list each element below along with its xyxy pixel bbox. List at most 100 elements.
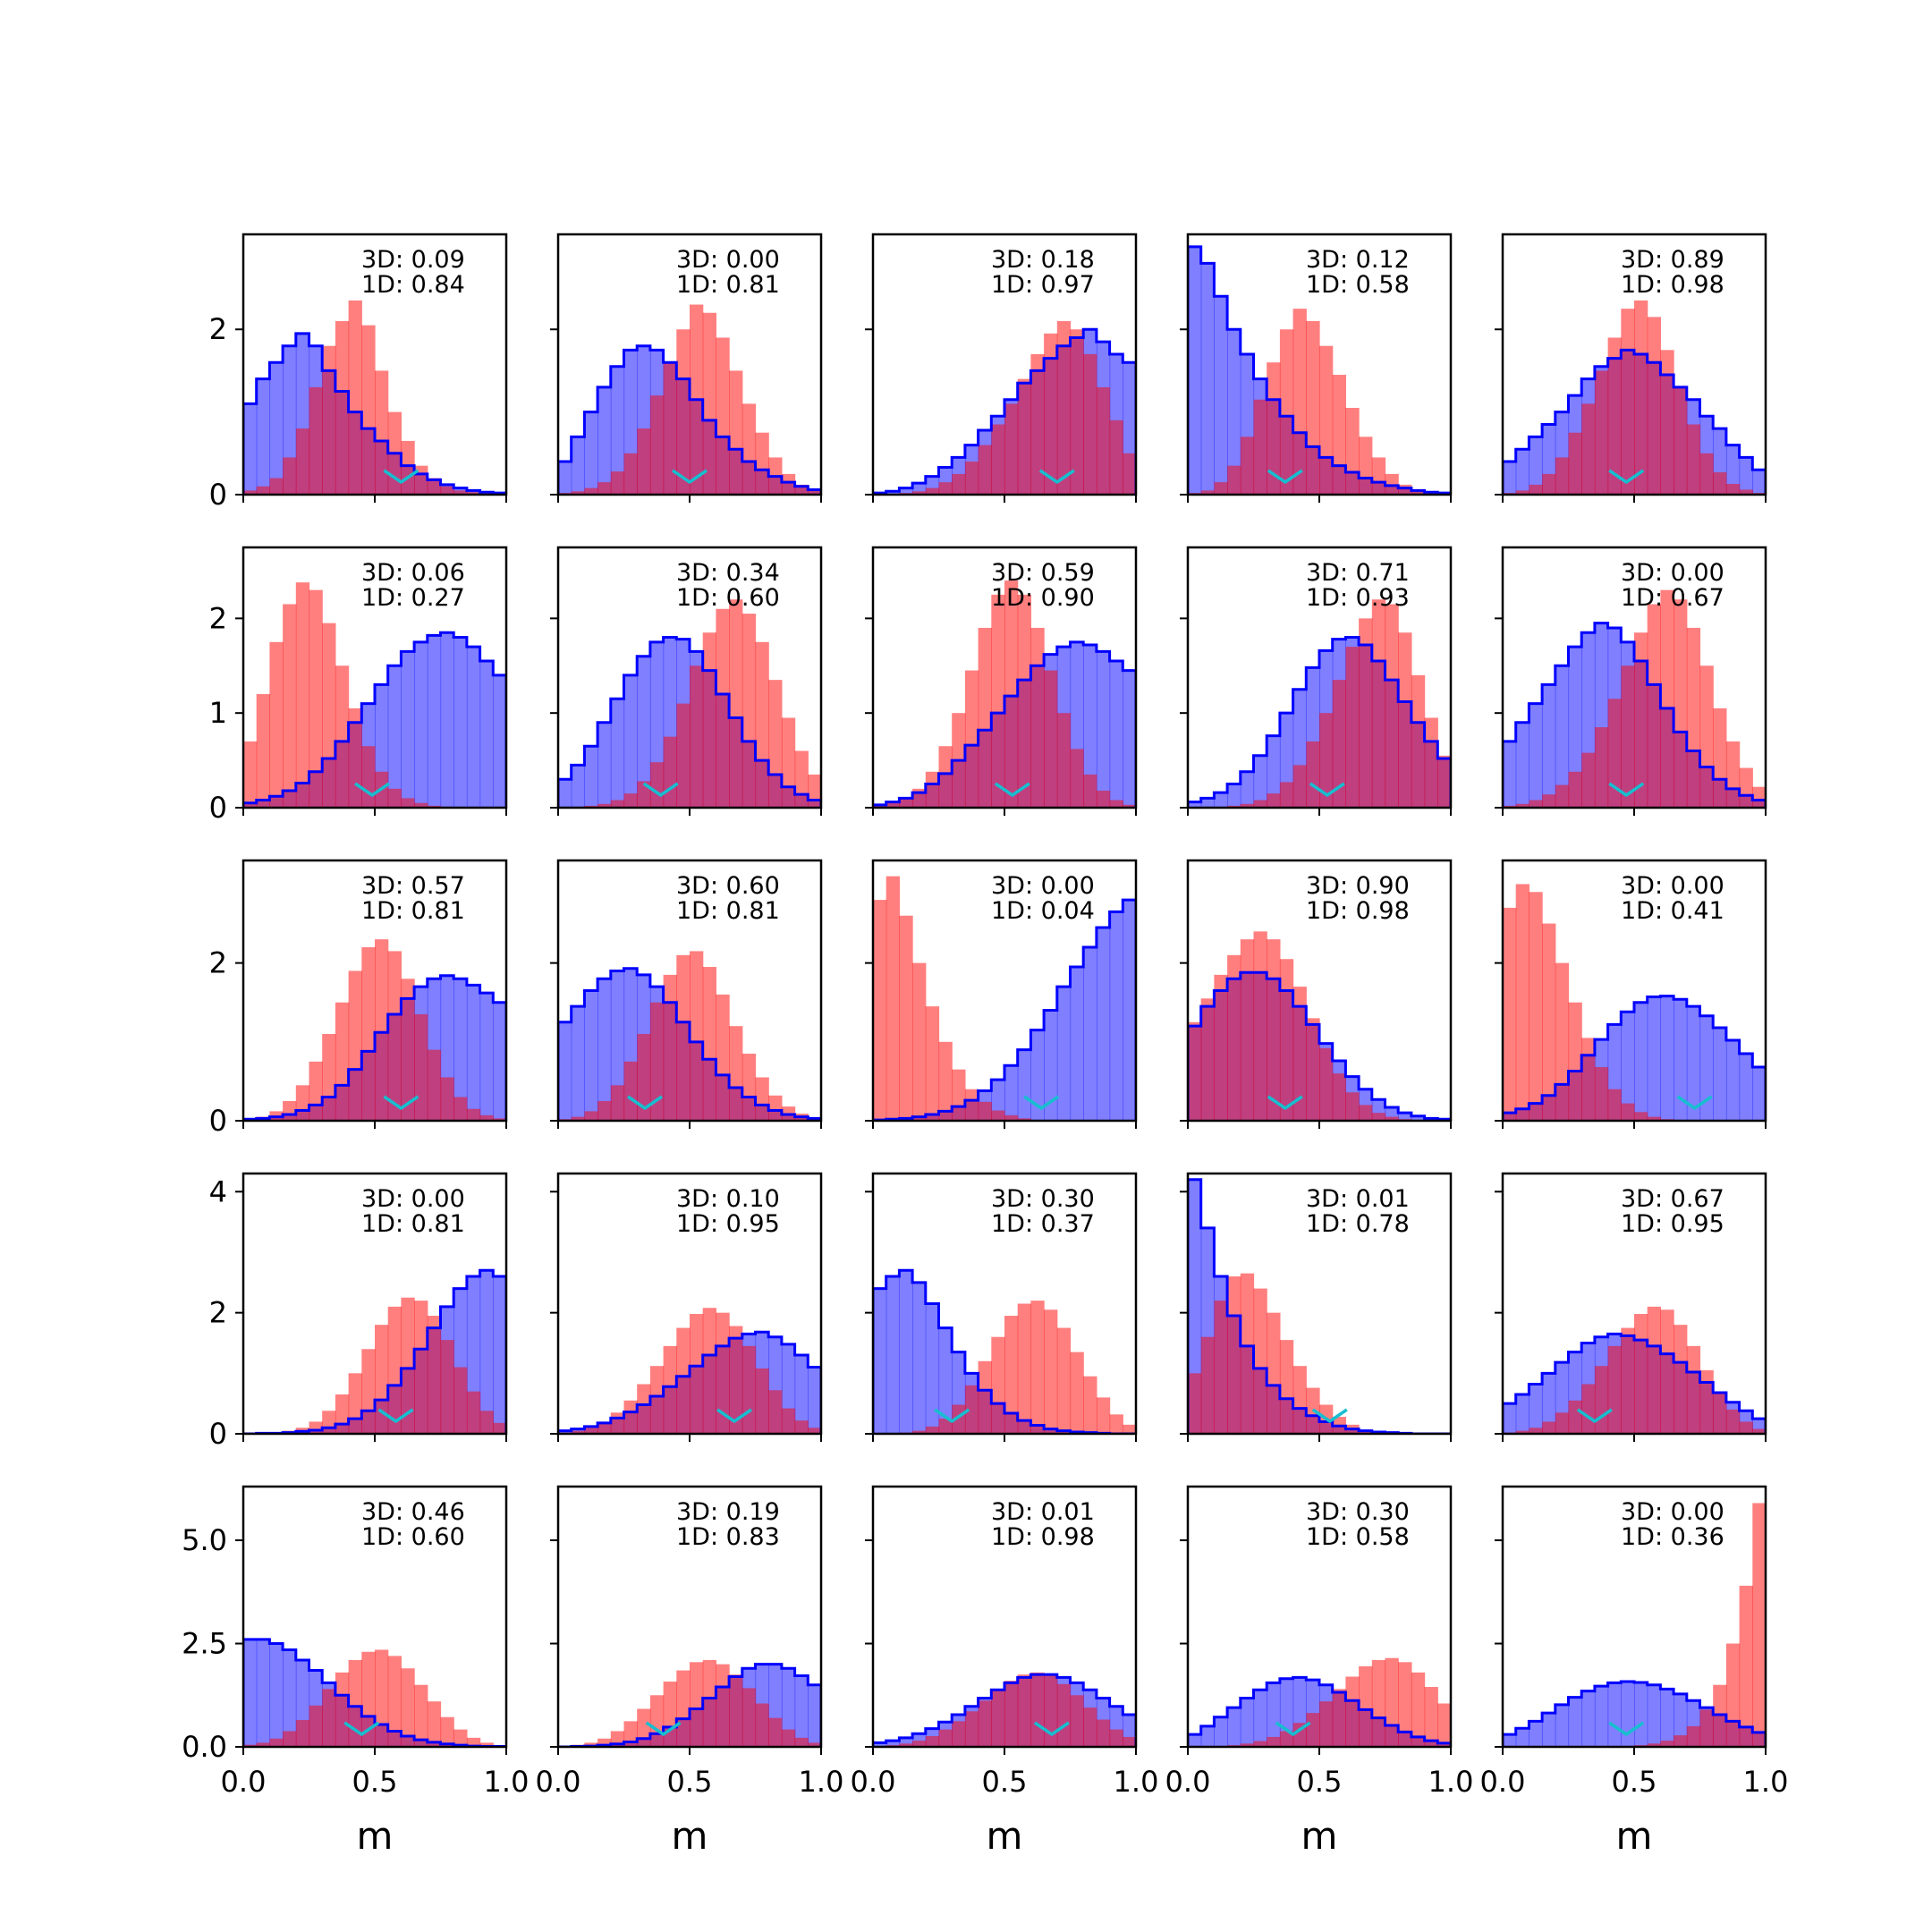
red-bar [1411, 489, 1426, 495]
blue-bar [1568, 647, 1582, 808]
red-bar [375, 939, 389, 1121]
blue-bar [597, 722, 612, 808]
blue-step-line [243, 974, 506, 1121]
red-bar [1083, 353, 1097, 495]
blue-bar [1686, 1006, 1701, 1121]
red-bar [584, 487, 598, 495]
blue-bar [1017, 1049, 1031, 1121]
red-bar [623, 453, 638, 495]
blue-bar [1529, 703, 1543, 808]
red-bar [1240, 803, 1255, 808]
blue-bar [387, 665, 402, 808]
red-bar [716, 1664, 730, 1747]
red-bar [663, 362, 677, 495]
red-bar [401, 979, 415, 1121]
red-bar [1070, 1695, 1084, 1747]
blue-bar [584, 990, 598, 1121]
red-bar [1227, 1276, 1241, 1434]
blue-bar [610, 970, 625, 1121]
red-bar [243, 490, 258, 495]
red-bar [1555, 784, 1570, 808]
red-bar [1686, 1725, 1701, 1747]
annotation-1d: 1D: 0.60 [361, 1523, 465, 1551]
red-bar [1713, 1391, 1727, 1434]
red-bar [690, 951, 704, 1121]
red-bar [1123, 804, 1136, 808]
blue-bar [899, 1737, 913, 1747]
red-bar [1515, 1430, 1530, 1434]
red-bar [414, 1684, 428, 1747]
red-bar [466, 1391, 481, 1434]
red-bar [427, 1049, 442, 1121]
red-bar [440, 1340, 454, 1434]
blue-bar [899, 487, 913, 495]
blue-step-line [873, 898, 1136, 1121]
blue-bar [479, 993, 494, 1121]
red-bar [453, 1367, 468, 1434]
marker-v [1608, 1721, 1645, 1736]
blue-bar [1515, 722, 1530, 808]
plot-area [1188, 245, 1451, 495]
blue-bar [243, 1639, 258, 1747]
red-bar [283, 457, 297, 495]
red-bar [1267, 939, 1281, 1121]
red-bar [1227, 465, 1241, 495]
red-bar [978, 1360, 992, 1434]
blue-bar [899, 1270, 913, 1434]
y-tick-label: 0.0 [182, 1730, 227, 1764]
blue-bar [1070, 967, 1084, 1121]
marker-v [383, 1095, 419, 1110]
blue-bar [1660, 1689, 1674, 1747]
blue-bar [466, 647, 481, 808]
red-bar [729, 1674, 743, 1747]
red-bar [991, 594, 1005, 808]
red-bar [741, 1054, 757, 1121]
red-bar [1674, 599, 1688, 808]
red-bar [1674, 386, 1688, 495]
red-bar [1279, 1731, 1294, 1747]
plot-area [558, 304, 821, 495]
red-bar [1647, 1743, 1661, 1747]
blue-step-line [558, 344, 821, 495]
red-bar [295, 582, 310, 808]
blue-bar [808, 1684, 821, 1747]
blue-bar [1529, 1721, 1543, 1747]
red-bar [1660, 589, 1674, 808]
blue-bar [558, 462, 572, 495]
x-tick-label: 1.0 [1428, 1765, 1474, 1799]
blue-bar [1109, 911, 1123, 1121]
red-bar [663, 736, 677, 808]
blue-bar [1634, 1002, 1648, 1121]
red-bar [1568, 432, 1582, 495]
x-tick-label: 0.0 [1480, 1765, 1526, 1799]
annotation-1d: 1D: 0.04 [991, 897, 1095, 925]
annotation-1d: 1D: 0.60 [676, 584, 780, 612]
red-bar [978, 445, 992, 495]
annotation-3d: 3D: 0.57 [361, 872, 465, 900]
red-bar [729, 1026, 743, 1121]
blue-bar [1621, 1012, 1635, 1121]
red-bar [623, 1721, 638, 1747]
blue-bar [808, 1367, 821, 1434]
blue-step-line [873, 327, 1136, 495]
red-bar [1345, 1676, 1360, 1747]
red-bar [1581, 1384, 1596, 1434]
red-bar [912, 491, 927, 495]
blue-bar [610, 366, 625, 495]
y-tick-label: 2 [209, 312, 227, 346]
red-bar [925, 1006, 940, 1121]
red-bar [1083, 1376, 1097, 1434]
red-bar [597, 1738, 612, 1747]
red-bar [256, 694, 270, 808]
red-bar [1004, 403, 1019, 495]
blue-bar [243, 403, 258, 495]
marker-v [642, 782, 679, 797]
